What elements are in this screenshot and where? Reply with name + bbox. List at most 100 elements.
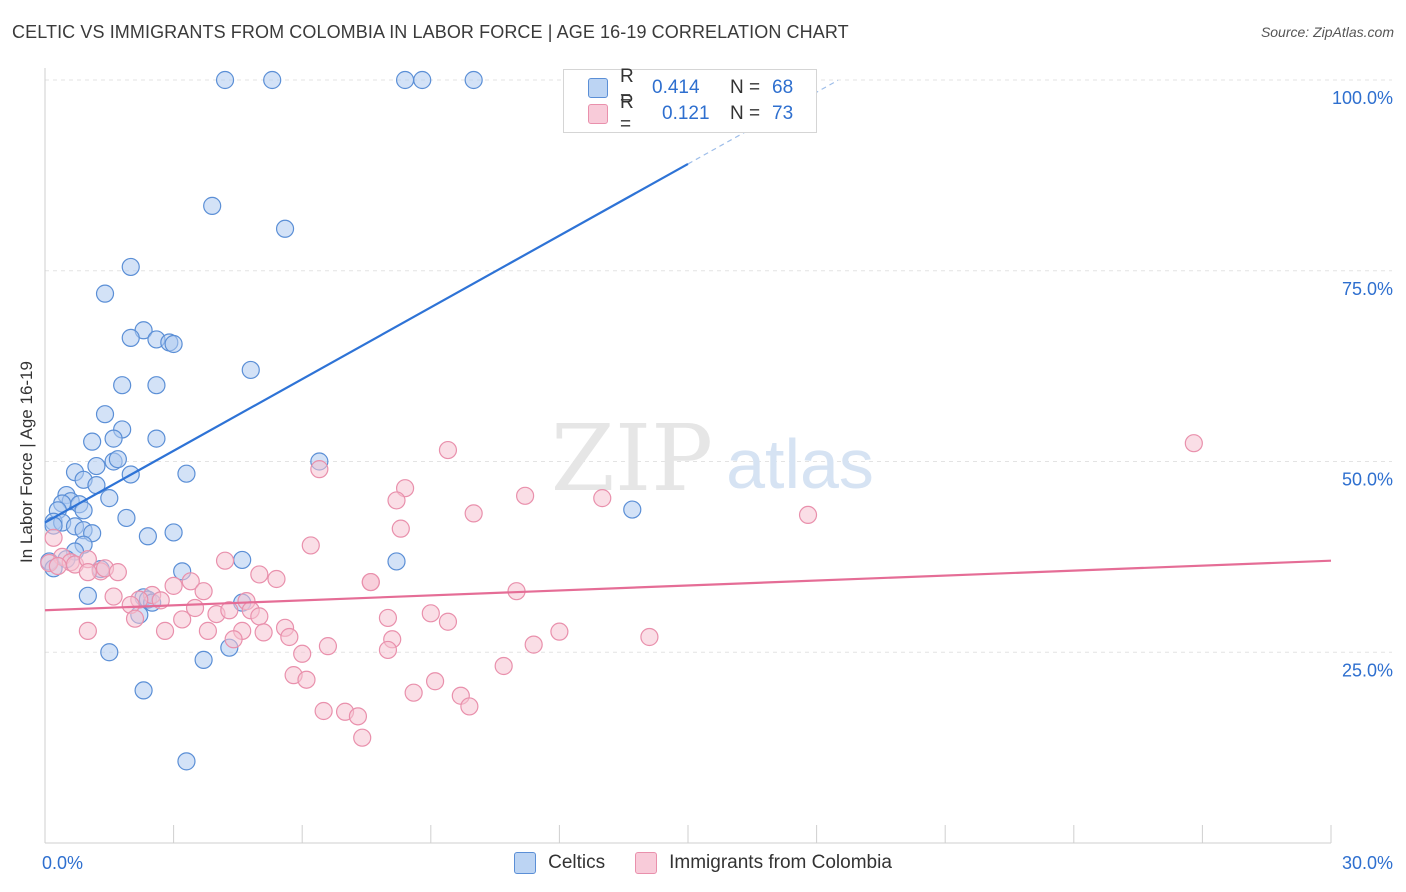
data-point[interactable] [318, 637, 338, 656]
data-point[interactable] [404, 683, 423, 702]
y-tick-label: 50.0% [1342, 470, 1393, 490]
data-point[interactable] [267, 569, 286, 589]
data-point[interactable] [181, 572, 200, 591]
data-point[interactable] [438, 440, 458, 460]
data-point[interactable] [378, 608, 398, 628]
data-point[interactable] [395, 70, 415, 90]
data-point[interactable] [353, 728, 372, 747]
data-point[interactable] [550, 622, 569, 641]
data-point[interactable] [224, 630, 243, 649]
data-point[interactable] [250, 607, 269, 626]
data-point[interactable] [387, 552, 406, 571]
data-point[interactable] [83, 432, 102, 451]
data-point[interactable] [464, 70, 483, 90]
legend-r-value: 0.121 [662, 103, 710, 124]
legend-row-colombia: R = 0.121 N = 73 [588, 92, 794, 135]
data-point[interactable] [78, 621, 97, 640]
data-point[interactable] [203, 196, 222, 215]
data-point[interactable] [460, 697, 479, 716]
data-point[interactable] [113, 376, 132, 395]
data-point[interactable] [293, 644, 312, 663]
data-point[interactable] [310, 460, 329, 479]
data-point[interactable] [177, 752, 196, 771]
data-point[interactable] [413, 70, 432, 90]
data-point[interactable] [1184, 434, 1203, 453]
legend-row-celtics: R = 0.414 N = 68 [588, 66, 793, 109]
data-point[interactable] [494, 656, 513, 676]
data-point[interactable] [640, 627, 659, 647]
data-point[interactable] [164, 334, 183, 354]
data-point[interactable] [121, 257, 140, 277]
data-point[interactable] [125, 609, 145, 628]
data-point[interactable] [138, 527, 157, 546]
data-point[interactable] [301, 536, 320, 555]
series-legend: Celtics Immigrants from Colombia [0, 852, 1406, 874]
data-point[interactable] [134, 681, 153, 700]
data-point[interactable] [100, 643, 119, 662]
data-point[interactable] [516, 486, 535, 505]
data-point[interactable] [314, 701, 333, 721]
data-point[interactable] [297, 670, 316, 689]
data-point[interactable] [173, 610, 192, 629]
data-point[interactable] [194, 650, 213, 669]
data-point[interactable] [348, 707, 368, 726]
data-point[interactable] [524, 635, 543, 654]
data-point[interactable] [387, 491, 406, 510]
data-point[interactable] [233, 550, 252, 570]
data-point[interactable] [220, 601, 239, 620]
data-point[interactable] [198, 621, 217, 640]
data-point[interactable] [78, 586, 97, 605]
data-point[interactable] [464, 504, 483, 523]
data-point[interactable] [95, 405, 115, 424]
correlation-legend: R = 0.414 N = 68 R = 0.121 N = 73 [563, 66, 817, 135]
data-point[interactable] [104, 429, 123, 448]
axis-labels: In Labor Force | Age 16-19 0.0% 30.0% 10… [17, 88, 1393, 873]
data-point[interactable] [48, 556, 67, 576]
data-point[interactable] [421, 604, 440, 623]
data-point[interactable] [593, 489, 612, 508]
data-point[interactable] [254, 623, 273, 642]
data-point[interactable] [147, 429, 166, 448]
series-legend-colombia[interactable]: Immigrants from Colombia [635, 852, 892, 874]
data-point[interactable] [361, 572, 380, 592]
trend-line-colombia [44, 559, 1332, 612]
x-tick-label-min: 0.0% [42, 853, 83, 873]
data-point[interactable] [438, 612, 458, 631]
data-point[interactable] [391, 519, 410, 538]
data-point[interactable] [241, 360, 260, 380]
data-point[interactable] [250, 565, 269, 584]
series-swatch-colombia [635, 852, 658, 874]
data-point[interactable] [623, 500, 642, 519]
data-point[interactable] [164, 576, 183, 595]
legend-n-value: 73 [772, 103, 794, 124]
series-legend-celtics[interactable]: Celtics [514, 852, 605, 874]
data-point[interactable] [100, 489, 119, 508]
data-point[interactable] [280, 627, 299, 647]
data-point[interactable] [108, 563, 127, 582]
data-point[interactable] [78, 563, 97, 582]
data-point[interactable] [121, 328, 140, 347]
legend-n-label: N = [730, 77, 761, 98]
data-point[interactable] [117, 508, 136, 528]
data-point[interactable] [104, 587, 123, 606]
legend-r-label: R = [620, 66, 634, 109]
legend-n-label: N = [730, 103, 761, 124]
data-point[interactable] [155, 621, 175, 640]
data-point[interactable] [798, 505, 818, 525]
data-point[interactable] [95, 284, 115, 303]
data-point[interactable] [378, 640, 398, 660]
data-point[interactable] [215, 70, 235, 90]
data-point[interactable] [44, 528, 63, 547]
data-point[interactable] [164, 523, 183, 542]
data-point[interactable] [425, 672, 445, 691]
data-point[interactable] [147, 376, 166, 395]
data-point[interactable] [215, 551, 235, 570]
data-point[interactable] [177, 464, 196, 483]
data-point[interactable] [263, 70, 282, 90]
data-point[interactable] [194, 582, 213, 601]
data-point[interactable] [108, 450, 127, 469]
chart-title: CELTIC VS IMMIGRANTS FROM COLOMBIA IN LA… [12, 22, 849, 42]
data-point[interactable] [275, 219, 295, 238]
series-label-colombia: Immigrants from Colombia [669, 852, 892, 873]
data-point[interactable] [87, 456, 106, 476]
